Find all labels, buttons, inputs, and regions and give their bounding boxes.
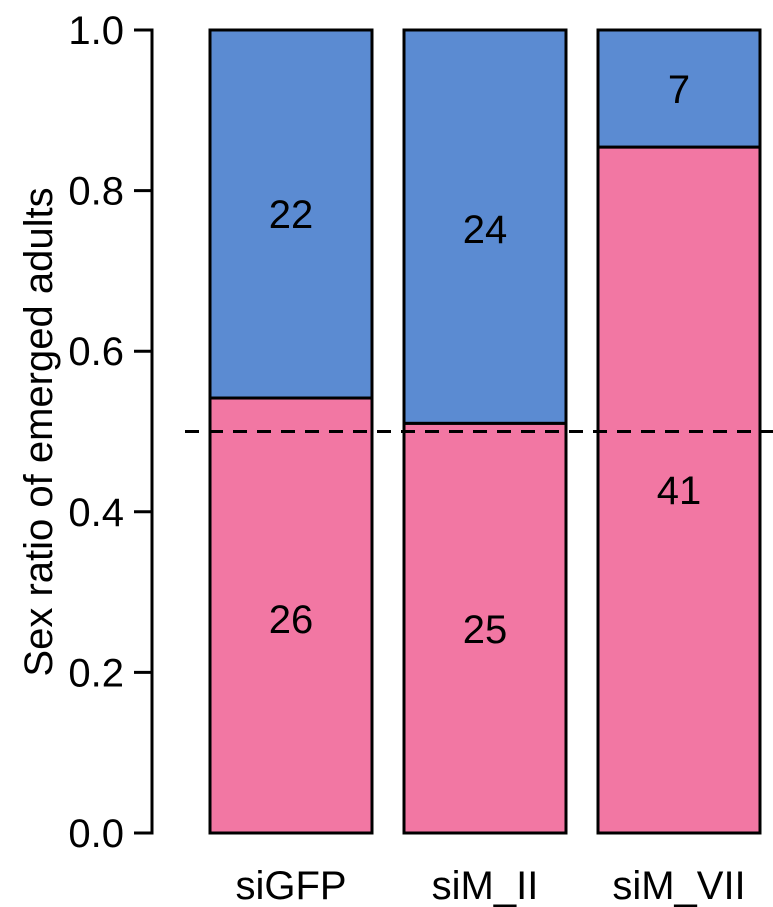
bar-segment	[596, 28, 762, 149]
bar-count-label: 26	[269, 598, 314, 642]
y-tick-label: 0.0	[68, 812, 124, 856]
x-category-label: siM_II	[432, 864, 539, 907]
bar-count-label: 22	[269, 193, 314, 237]
y-tick-label: 0.4	[68, 491, 124, 535]
x-axis: siGFP siM_II siM_VII	[235, 864, 745, 907]
y-tick-label: 0.8	[68, 170, 124, 214]
x-category-label: siGFP	[235, 864, 346, 907]
bar-count-label: 7	[668, 68, 690, 112]
bar-count-label: 41	[657, 469, 702, 513]
y-tick-label: 1.0	[68, 9, 124, 53]
y-axis-label: Sex ratio of emerged adults	[17, 187, 61, 676]
bar-segment	[596, 145, 762, 835]
y-axis: 0.0 0.2 0.4 0.6 0.8 1.0	[68, 9, 154, 856]
y-tick-label: 0.2	[68, 651, 124, 695]
y-tick-label: 0.6	[68, 330, 124, 374]
bar-count-label: 24	[463, 208, 508, 252]
bar-segment	[402, 421, 568, 835]
bar-segment	[208, 28, 374, 400]
bar-segment	[208, 396, 374, 835]
x-category-label: siM_VII	[612, 864, 745, 907]
bar-segment	[402, 28, 568, 425]
bars: 26 22 25 24 41 7	[208, 28, 762, 835]
bar-count-label: 25	[463, 608, 508, 652]
